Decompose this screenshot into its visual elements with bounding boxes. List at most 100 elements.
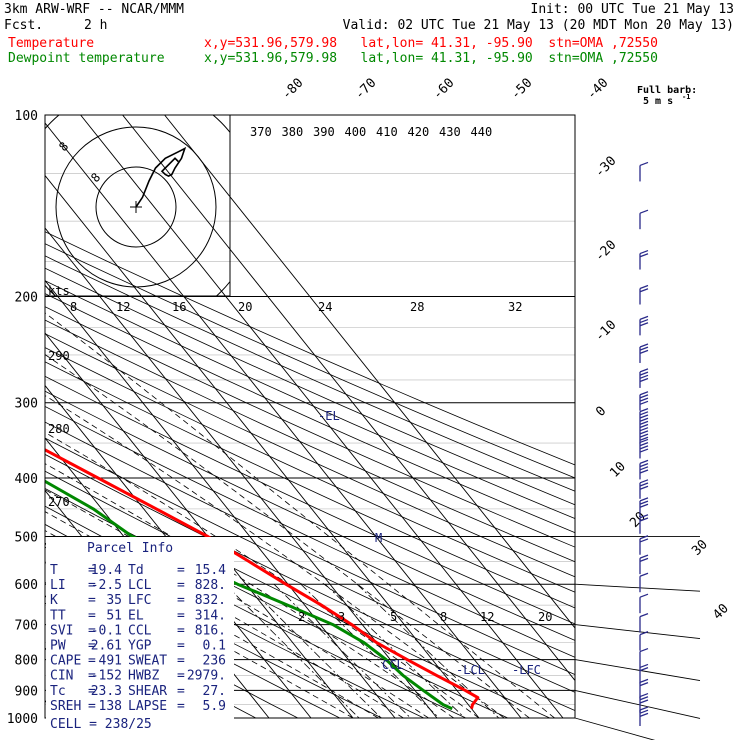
parcel-eq: = (177, 623, 185, 638)
parcel-eq: = (88, 639, 96, 654)
parcel-value: 19.4 (91, 563, 122, 578)
moist-adiabat-line (45, 312, 555, 718)
parcel-eq: = (177, 669, 185, 684)
isotherm-line (45, 227, 438, 718)
mixing-ratio-line (224, 583, 360, 718)
isotherm-line (45, 122, 522, 718)
parcel-value: 0.1 (203, 639, 226, 654)
parcel-eq: = (177, 654, 185, 669)
dry-adiabat-line (45, 267, 575, 506)
isotherm-top-label: -80 (279, 76, 306, 103)
parcel-key: HWBZ (128, 669, 159, 684)
parcel-eq: = (177, 593, 185, 608)
isotherm-right-label: -10 (592, 318, 619, 345)
parcel-key: TT (50, 608, 66, 623)
dry-adiabat-line (45, 375, 575, 625)
wind-barb-flag (639, 696, 649, 701)
dewpoint-location: x,y=531.96,579.98 lat,lon= 41.31, -95.90… (204, 51, 658, 66)
wind-barb-flag (639, 391, 649, 396)
dewpoint-series-name: Dewpoint temperature (8, 51, 165, 66)
mixing-ratio-label: 12 (480, 610, 494, 624)
isobar-extension-line (574, 583, 701, 592)
theta-e-label: 390 (313, 125, 335, 139)
parcel-key: LCL (128, 578, 152, 593)
hodograph-ring (55, 126, 217, 288)
pressure-tick-label: 300 (15, 397, 38, 412)
wind-barb-flag (639, 343, 649, 348)
hodograph-frame (44, 114, 231, 297)
hodograph-ring-label: 8 (88, 170, 103, 185)
wind-barb-flag (639, 631, 649, 636)
init-time: Init: 00 UTC Tue 21 May 13 (530, 2, 735, 17)
isotherm-top-label: -70 (352, 76, 379, 103)
parcel-key: EL (128, 608, 144, 623)
moist-adiabat-line (45, 395, 505, 718)
wind-barb-flag (639, 709, 649, 714)
wind-barb-flag (639, 514, 649, 519)
wind-barb-flag (639, 485, 649, 490)
isobar-extension-line (574, 689, 701, 719)
parcel-eq: = (88, 654, 96, 669)
wind-barb-flag (639, 420, 649, 426)
parcel-key: SWEAT (128, 654, 167, 669)
parcel-value: 35 (106, 593, 122, 608)
isotherm-line (45, 174, 480, 718)
wind-barb-flag (639, 706, 649, 711)
valid-time: Valid: 02 UTC Tue 21 May 13 (20 MDT Mon … (342, 18, 734, 33)
wind-barb-flag (639, 288, 649, 293)
isotherm-right-label: 0 (593, 404, 609, 420)
parcel-value: 5.9 (203, 699, 226, 714)
dry-adiabat-line (45, 293, 575, 534)
hodograph-speed-label: 28 (410, 300, 424, 314)
parcel-eq: = (88, 608, 96, 623)
parcel-info-box (46, 537, 234, 719)
dry-adiabat-line (45, 333, 575, 578)
wind-barb-flag (639, 430, 649, 435)
wind-barb-flag (639, 692, 649, 698)
parcel-value: 832. (195, 593, 226, 608)
parcel-value: 491 (99, 654, 122, 669)
isobar-extension-line (574, 659, 701, 682)
wind-barb-flag (639, 284, 649, 290)
parcel-eq: = (88, 684, 96, 699)
barb-key-units: 5 m s (643, 96, 673, 107)
parcel-value: 138 (99, 699, 122, 714)
moist-adiabat-line (45, 511, 404, 718)
theta-e-label: 380 (282, 125, 304, 139)
isotherm-right-label: 10 (607, 459, 629, 481)
isobar-extension-line (574, 624, 701, 640)
temperature-series-name: Temperature (8, 36, 95, 51)
wind-barb-flag (639, 249, 649, 255)
wind-barb-flag (639, 554, 649, 559)
dry-adiabat-line (45, 347, 575, 593)
wind-barb-flag (639, 479, 649, 484)
pressure-tick-label: 500 (15, 530, 38, 545)
theta-e-label: 400 (345, 125, 367, 139)
wind-barb-flag (639, 572, 649, 577)
isotherm-top-label: -60 (430, 76, 457, 103)
pressure-tick-label: 100 (15, 109, 38, 124)
wind-barb-flag (639, 161, 649, 167)
dry-adiabat-line (45, 361, 575, 609)
theta-e-label: 430 (439, 125, 461, 139)
dry-adiabat-line (45, 405, 575, 658)
isotherm-line (45, 332, 354, 718)
hodograph-speed-label: 8 (70, 300, 77, 314)
theta-label: 280 (48, 422, 70, 436)
wind-barb-flag (639, 423, 649, 429)
parcel-value: -152 (91, 669, 122, 684)
forecast-label: Fcst. (4, 18, 44, 33)
pressure-tick-label: 400 (15, 472, 38, 487)
wind-barb-flag (639, 436, 649, 441)
dry-adiabat-line (45, 243, 575, 479)
dry-adiabat-line (45, 562, 340, 718)
wind-barb-flag (639, 397, 649, 402)
parcel-value: 828. (195, 578, 226, 593)
wind-barb-flag (639, 368, 649, 373)
parcel-value: 51 (106, 608, 122, 623)
wind-barb-flag (639, 438, 649, 444)
hodograph-speed-label: 16 (172, 300, 186, 314)
dry-adiabat-line (45, 306, 575, 548)
wind-barb-flag (639, 349, 649, 354)
m-annotation: M (375, 531, 382, 545)
